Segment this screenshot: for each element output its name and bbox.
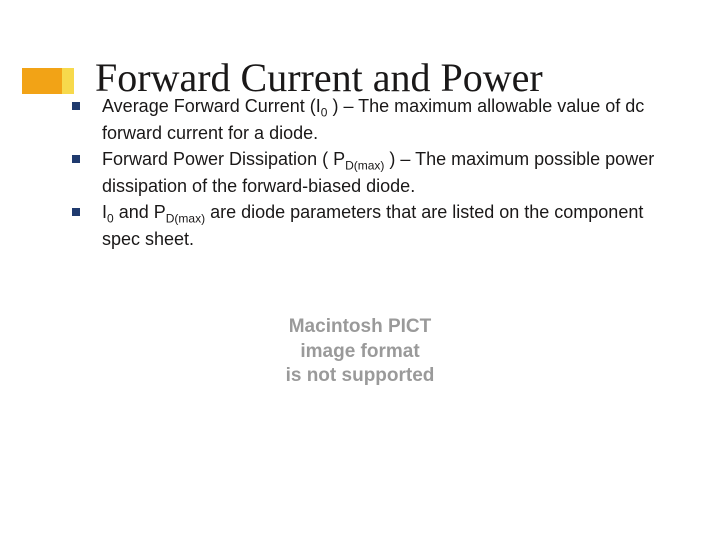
bullet-text: I0 and PD(max) are diode parameters that… <box>102 200 662 251</box>
list-item: Forward Power Dissipation ( PD(max) ) – … <box>72 147 662 198</box>
placeholder-line: is not supported <box>0 364 720 389</box>
placeholder-line: image format <box>0 340 720 365</box>
title-accent-bar <box>22 68 74 94</box>
placeholder-line: Macintosh PICT <box>0 315 720 340</box>
list-item: Average Forward Current (I0 ) – The maxi… <box>72 94 662 145</box>
bullet-text: Forward Power Dissipation ( PD(max) ) – … <box>102 147 662 198</box>
list-item: I0 and PD(max) are diode parameters that… <box>72 200 662 251</box>
bullet-icon <box>72 155 80 163</box>
bullet-icon <box>72 208 80 216</box>
bullet-icon <box>72 102 80 110</box>
accent-yellow <box>62 68 74 94</box>
accent-orange <box>22 68 62 94</box>
bullet-list: Average Forward Current (I0 ) – The maxi… <box>72 94 662 253</box>
image-placeholder: Macintosh PICT image format is not suppo… <box>0 315 720 389</box>
bullet-text: Average Forward Current (I0 ) – The maxi… <box>102 94 662 145</box>
